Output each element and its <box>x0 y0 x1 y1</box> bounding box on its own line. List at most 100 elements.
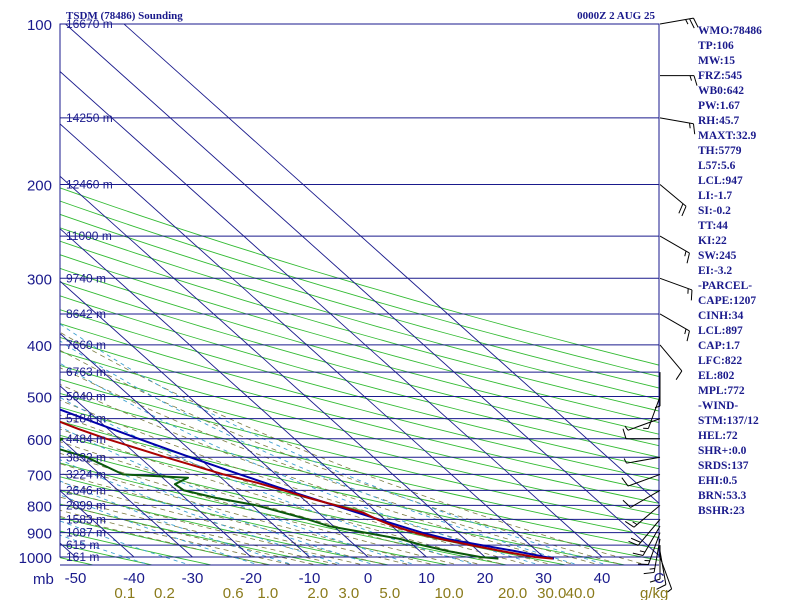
height-label: 5184 m <box>66 412 106 426</box>
dry-adiabat-line <box>60 281 659 447</box>
pressure-tick-label: 500 <box>27 390 52 407</box>
index-line: KI:22 <box>698 235 727 247</box>
index-line: BRN:53.3 <box>698 490 746 502</box>
index-line: MPL:772 <box>698 385 745 397</box>
height-label: 14250 m <box>66 111 113 125</box>
index-line: L57:5.6 <box>698 160 736 172</box>
mixing-ratio-tick-label: 3.0 <box>338 585 359 600</box>
isotherm-line <box>60 123 544 558</box>
isotherm-line <box>60 175 486 558</box>
index-line: MW:15 <box>698 55 735 67</box>
dry-adiabat-line <box>60 517 273 565</box>
mixing-ratio-tick-label: 40.0 <box>566 585 595 600</box>
mixing-ratio-line <box>60 445 377 565</box>
height-label: 1583 m <box>66 512 106 526</box>
index-line: LI:-1.7 <box>698 190 732 202</box>
mixing-ratio-lines <box>60 323 609 565</box>
isotherm-line <box>0 24 17 557</box>
wind-barbs <box>621 17 699 593</box>
mixing-ratio-unit-label: g/kg <box>640 585 668 600</box>
index-line: -PARCEL- <box>698 280 752 292</box>
index-line: TP:106 <box>698 40 734 52</box>
height-label: 16670 m <box>66 17 113 31</box>
moist-adiabat-line <box>60 414 531 565</box>
height-label: 3832 m <box>66 450 106 464</box>
isotherm-line <box>60 332 310 558</box>
temperature-tick-label: -10 <box>299 570 321 587</box>
index-line: MAXT:32.9 <box>698 130 756 142</box>
wind-barb <box>659 17 699 29</box>
mixing-ratio-line <box>60 480 296 565</box>
index-line: SW:245 <box>698 250 737 262</box>
wind-barb <box>659 235 690 264</box>
wind-barb <box>654 372 661 409</box>
wind-barb <box>659 344 683 380</box>
wind-barb <box>628 519 661 546</box>
isobars <box>59 23 660 566</box>
parcel-path-line <box>60 408 555 560</box>
wind-barb <box>624 418 661 431</box>
moist-adiabat-line <box>60 441 484 565</box>
height-label: 8642 m <box>66 307 106 321</box>
mixing-ratio-line <box>60 426 418 565</box>
index-line: CAP:1.7 <box>698 340 740 352</box>
mixing-ratio-tick-label: 20.0 <box>498 585 527 600</box>
height-label: 4484 m <box>66 432 106 446</box>
height-label: 7660 m <box>66 338 106 352</box>
isotherm-line <box>60 70 603 558</box>
mixing-ratio-tick-label: 10.0 <box>434 585 463 600</box>
dry-adiabat-line <box>60 323 659 481</box>
index-line: CAPE:1207 <box>698 295 756 307</box>
wind-barb <box>621 473 661 487</box>
index-line: SRDS:137 <box>698 460 749 472</box>
height-label: 11000 m <box>66 229 112 243</box>
index-line: EL:802 <box>698 370 735 382</box>
isotherm-line <box>60 228 427 558</box>
isotherm-line <box>60 385 252 558</box>
isotherm-line <box>123 24 659 504</box>
pressure-tick-label: 100 <box>27 17 52 34</box>
height-label: 161 m <box>66 550 99 564</box>
pressure-tick-label: 800 <box>27 498 52 515</box>
index-line: CINH:34 <box>698 310 744 322</box>
index-line: LFC:822 <box>698 355 742 367</box>
height-label: 1087 m <box>66 526 106 540</box>
mixing-ratio-tick-label: 30.0 <box>537 585 566 600</box>
temperature-tick-label: 0 <box>364 570 372 587</box>
moist-adiabat-line <box>60 496 342 565</box>
temperature-tick-label: 40 <box>594 570 611 587</box>
mixing-ratio-line <box>60 459 346 565</box>
wind-barb <box>649 545 661 583</box>
index-line: STM:137/12 <box>698 415 759 427</box>
temperature-tick-label: -20 <box>240 570 262 587</box>
dry-adiabat-line <box>60 295 659 458</box>
dry-adiabat-line <box>60 187 659 366</box>
index-line: -WIND- <box>698 400 738 412</box>
pressure-tick-label: 300 <box>27 271 52 288</box>
dewpoint-profile-line <box>60 437 499 560</box>
isotherm-line <box>60 280 369 558</box>
index-line: TT:44 <box>698 220 728 232</box>
wind-barb <box>656 551 667 590</box>
wind-barb <box>659 184 687 217</box>
pressure-tick-label: 1000 <box>19 550 52 567</box>
index-line: EI:-3.2 <box>698 265 732 277</box>
index-line: RH:45.7 <box>698 115 739 127</box>
height-label: 9740 m <box>66 271 106 285</box>
mixing-ratio-line <box>60 494 261 565</box>
dry-adiabat-line <box>60 227 659 400</box>
mixing-ratio-tick-label: 5.0 <box>379 585 400 600</box>
index-line: TH:5779 <box>698 145 742 157</box>
dry-adiabat-line <box>60 364 659 516</box>
wind-barb <box>624 504 661 528</box>
wind-barb <box>660 75 698 86</box>
wind-barb <box>623 456 661 464</box>
pressure-tick-label: 700 <box>27 467 52 484</box>
dry-adiabat-line <box>60 200 659 377</box>
index-line: WMO:78486 <box>698 25 762 37</box>
dry-adiabat-line <box>60 462 510 565</box>
pressure-tick-label: 900 <box>27 526 52 543</box>
plot-frame <box>59 23 660 558</box>
